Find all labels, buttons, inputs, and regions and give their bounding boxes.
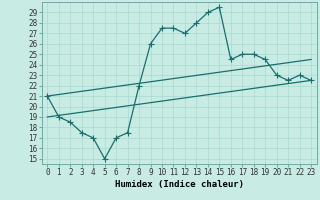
X-axis label: Humidex (Indice chaleur): Humidex (Indice chaleur) bbox=[115, 180, 244, 189]
